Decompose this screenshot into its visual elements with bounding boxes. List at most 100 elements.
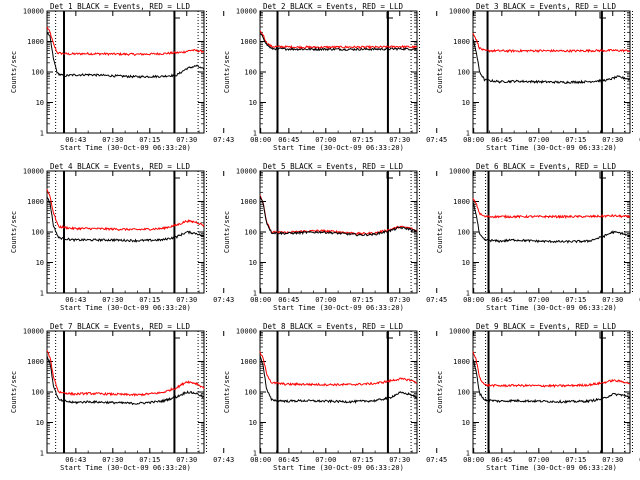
x-tick-label: 07:15 xyxy=(352,296,373,304)
x-tick-label: 06:43 xyxy=(65,296,86,304)
x-axis-label: Start Time (30-Oct-09 06:33:20) xyxy=(273,464,404,472)
y-tick-label: 10 xyxy=(462,99,470,107)
series-lld-line xyxy=(472,351,631,388)
x-tick-label: 06:45 xyxy=(278,456,299,464)
y-axis-label: Counts/sec xyxy=(436,371,444,413)
x-tick-label: 06:45 xyxy=(491,136,512,144)
y-tick-label: 10000 xyxy=(23,8,44,16)
x-tick-label: 08:00 xyxy=(250,136,271,144)
panel-det-7: Det 7 BLACK = Events, RED = LLD110100100… xyxy=(10,322,271,472)
x-tick-label: 07:15 xyxy=(352,136,373,144)
x-tick-label: 07:15 xyxy=(139,296,160,304)
corner-mark xyxy=(599,332,606,339)
series-events-line xyxy=(472,358,631,404)
y-axis-label: Counts/sec xyxy=(10,211,18,253)
y-tick-label: 1 xyxy=(253,290,257,298)
y-tick-label: 1000 xyxy=(453,358,470,366)
panel-det-1: Det 1 BLACK = Events, RED = LLD110100100… xyxy=(10,2,271,152)
x-tick-label: 07:30 xyxy=(102,456,123,464)
x-tick-label: 06:45 xyxy=(491,456,512,464)
x-tick-label: 07:15 xyxy=(139,456,160,464)
panel-title: Det 8 BLACK = Events, RED = LLD xyxy=(263,322,403,331)
panel-det-9: Det 9 BLACK = Events, RED = LLD 1 10 100 100… xyxy=(436,322,640,472)
series-lld-line xyxy=(472,198,631,220)
x-tick-label: 06:43 xyxy=(65,136,86,144)
y-tick-label: 1000 xyxy=(240,198,257,206)
x-tick-label: 08:00 xyxy=(463,456,484,464)
x-tick-label: 07:30 xyxy=(176,456,197,464)
x-axis-label: Start Time (30-Oct-09 06:33:20) xyxy=(486,304,617,312)
x-axis-label: Start Time (30-Oct-09 06:33:20) xyxy=(486,464,617,472)
y-axis-label: Counts/sec xyxy=(223,371,231,413)
y-axis-label: Counts/sec xyxy=(223,211,231,253)
y-tick-label: 10000 xyxy=(236,328,257,336)
x-tick-label: 06:43 xyxy=(65,456,86,464)
y-tick-label: 1000 xyxy=(453,38,470,46)
x-axis-label: Start Time (30-Oct-09 06:33:20) xyxy=(60,464,191,472)
x-tick-label: 07:15 xyxy=(565,136,586,144)
panel-det-4: Det 4 BLACK = Events, RED = LLD110100100… xyxy=(10,162,271,312)
x-tick-label: 07:15 xyxy=(565,456,586,464)
y-tick-label: 100 xyxy=(244,389,257,397)
series-events-line xyxy=(46,196,205,243)
panel-title: Det 3 BLACK = Events, RED = LLD xyxy=(476,2,616,11)
series-events-line xyxy=(46,31,205,79)
y-tick-label: 10000 xyxy=(449,328,470,336)
plot-frame xyxy=(46,10,205,134)
series-lld-line xyxy=(46,189,205,232)
y-tick-label: 1 xyxy=(40,450,44,458)
y-tick-label: 10000 xyxy=(236,168,257,176)
x-tick-label: 07:43 xyxy=(213,136,234,144)
x-tick-label: 07:00 xyxy=(315,296,336,304)
y-tick-label: 100 xyxy=(457,229,470,237)
series-lld-line xyxy=(259,351,418,387)
x-axis-label: Start Time (30-Oct-09 06:33:20) xyxy=(273,304,404,312)
x-tick-label: 08:00 xyxy=(463,136,484,144)
panel-title: Det 4 BLACK = Events, RED = LLD xyxy=(50,162,190,171)
y-tick-label: 1000 xyxy=(240,358,257,366)
panel-title: Det 7 BLACK = Events, RED = LLD xyxy=(50,322,190,331)
panel-det-2: Det 2 BLACK = Events, RED = LLD110100100… xyxy=(223,2,484,152)
x-axis-label: Start Time (30-Oct-09 06:33:20) xyxy=(273,144,404,152)
y-tick-label: 10000 xyxy=(236,8,257,16)
y-tick-label: 10 xyxy=(249,99,257,107)
x-tick-label: 07:30 xyxy=(602,456,623,464)
x-tick-label: 08:00 xyxy=(250,296,271,304)
x-tick-label: 07:30 xyxy=(602,136,623,144)
y-axis-label: Counts/sec xyxy=(10,371,18,413)
series-events-line xyxy=(472,38,631,85)
x-tick-label: 07:45 xyxy=(426,296,447,304)
x-tick-label: 07:00 xyxy=(528,136,549,144)
y-tick-label: 1000 xyxy=(240,38,257,46)
y-tick-label: 10 xyxy=(36,259,44,267)
x-tick-label: 07:00 xyxy=(315,456,336,464)
x-tick-label: 07:30 xyxy=(389,296,410,304)
y-tick-label: 10000 xyxy=(449,168,470,176)
x-axis-label: Start Time (30-Oct-09 06:33:20) xyxy=(60,304,191,312)
x-tick-label: 07:15 xyxy=(139,136,160,144)
y-tick-label: 1000 xyxy=(27,198,44,206)
plot-frame xyxy=(472,10,631,134)
panel-title: Det 5 BLACK = Events, RED = LLD xyxy=(263,162,403,171)
y-tick-label: 10 xyxy=(249,259,257,267)
y-tick-label: 100 xyxy=(244,229,257,237)
y-tick-label: 1000 xyxy=(27,358,44,366)
y-axis-label: Counts/sec xyxy=(223,51,231,93)
plot-frame xyxy=(259,10,418,134)
x-tick-label: 08:00 xyxy=(250,456,271,464)
x-axis-label: Start Time (30-Oct-09 06:33:20) xyxy=(60,144,191,152)
y-axis-label: Counts/sec xyxy=(436,211,444,253)
x-tick-label: 07:00 xyxy=(315,136,336,144)
x-tick-label: 07:30 xyxy=(102,296,123,304)
panel-det-8: Det 8 BLACK = Events, RED = LLD110100100… xyxy=(223,322,484,472)
x-tick-label: 06:45 xyxy=(491,296,512,304)
y-axis-label: Counts/sec xyxy=(10,51,18,93)
y-tick-label: 1 xyxy=(253,130,257,138)
y-tick-label: 100 xyxy=(31,229,44,237)
y-tick-label: 10 xyxy=(249,419,257,427)
x-tick-label: 07:30 xyxy=(389,456,410,464)
series-events-line xyxy=(259,32,418,52)
series-events-line xyxy=(259,195,418,237)
y-tick-label: 10 xyxy=(36,419,44,427)
